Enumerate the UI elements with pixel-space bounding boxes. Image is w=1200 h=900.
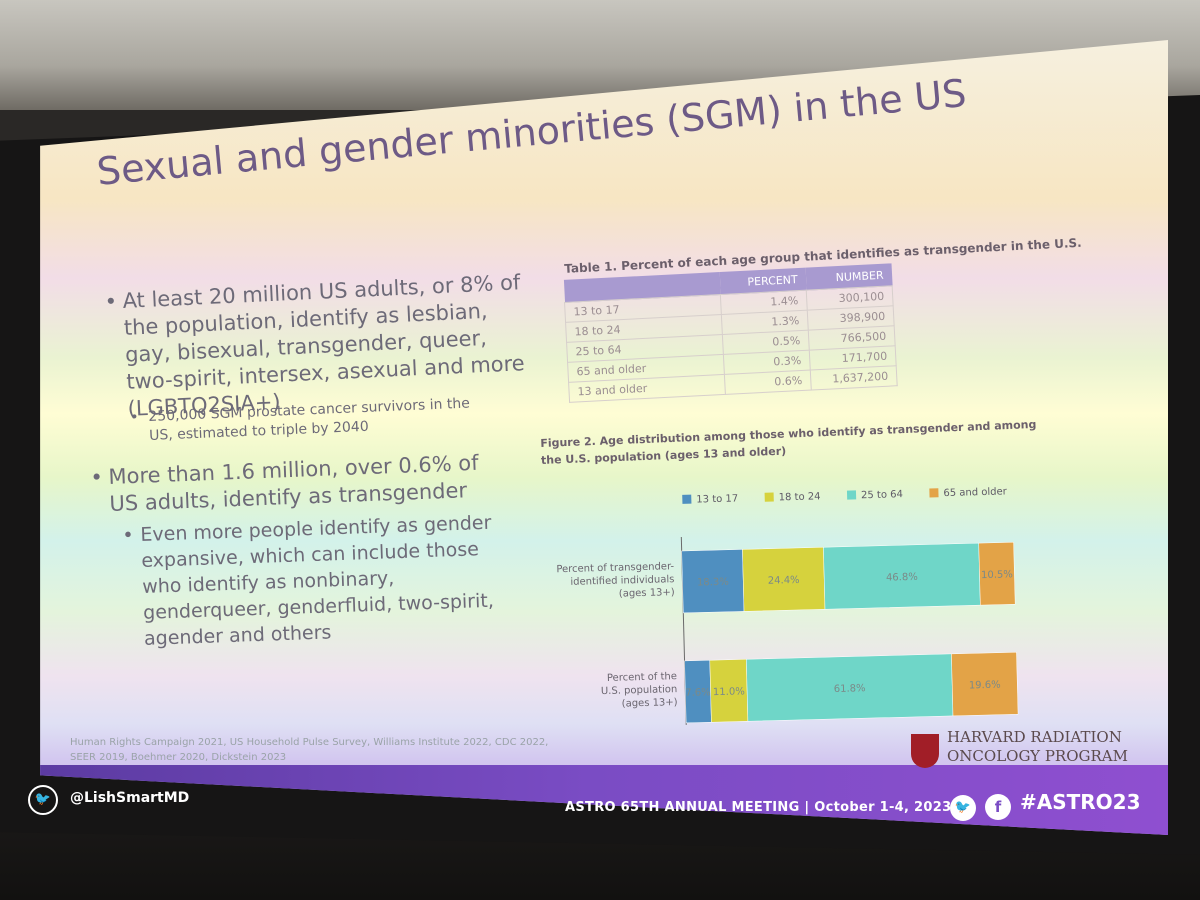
- bullet-2-sub-text: Even more people identify as gender expa…: [140, 511, 495, 650]
- logo-line-2: ONCOLOGY PROGRAM: [947, 747, 1128, 765]
- legend-swatch: [682, 494, 692, 504]
- bullet-dot: •: [90, 465, 104, 490]
- category-label: Percent of the: [607, 671, 677, 684]
- sub-bullet-dot: •: [130, 409, 139, 426]
- stacked-bar-chart: 13 to 17 18 to 24 25 to 64 65 and older Perc…: [556, 486, 1019, 725]
- bar-value-label: 18.3%: [697, 577, 729, 589]
- category-label: identified individuals: [570, 574, 674, 588]
- bullet-dot: •: [104, 289, 118, 314]
- category-label: (ages 13+): [619, 587, 675, 599]
- bar-value-label: 19.6%: [969, 680, 1001, 692]
- table-cell: 0.6%: [724, 370, 812, 395]
- harvard-shield-icon: [911, 734, 939, 768]
- table-1: Table 1. Percent of each age group that …: [562, 236, 1088, 403]
- bar-value-label: 11.0%: [713, 686, 745, 698]
- sub-bullet-dot: •: [122, 524, 135, 547]
- table-cell: 1,637,200: [810, 365, 898, 391]
- legend-label: 18 to 24: [779, 491, 821, 503]
- legend-label: 25 to 64: [861, 489, 903, 501]
- bar-segment: [978, 542, 1016, 606]
- meeting-info: ASTRO 65TH ANNUAL MEETING | October 1-4,…: [565, 800, 952, 815]
- hashtag: #ASTRO23: [1020, 790, 1141, 814]
- bullet-2-sub: • Even more people identify as gender ex…: [122, 509, 524, 652]
- harvard-logo-text: HARVARD RADIATION ONCOLOGY PROGRAM: [947, 728, 1128, 766]
- transgender-age-table: PERCENT NUMBER 13 to 17 1.4% 300,100 18 …: [563, 263, 898, 403]
- bar-value-label: 10.5%: [981, 569, 1013, 581]
- references: Human Rights Campaign 2021, US Household…: [70, 737, 549, 763]
- legend-swatch: [846, 490, 857, 500]
- bar-value-label: 7.6%: [685, 687, 711, 699]
- logo-line-1: HARVARD RADIATION: [947, 728, 1122, 746]
- bar-value-label: 61.8%: [834, 683, 866, 695]
- bar-value-label: 24.4%: [768, 575, 800, 587]
- legend-label: 13 to 17: [696, 493, 738, 505]
- category-label: U.S. population: [601, 684, 678, 697]
- twitter-icon: 🐦: [950, 795, 976, 821]
- category-label: (ages 13+): [622, 697, 678, 709]
- bar-value-label: 46.8%: [886, 572, 918, 584]
- legend-swatch: [929, 488, 939, 498]
- twitter-icon: 🐦: [28, 785, 58, 815]
- bar-segment: [951, 651, 1019, 717]
- twitter-handle: @LishSmartMD: [70, 790, 190, 806]
- legend-label: 65 and older: [943, 486, 1008, 499]
- facebook-icon: f: [985, 794, 1011, 820]
- category-label: Percent of transgender-: [556, 561, 674, 575]
- legend-swatch: [764, 492, 774, 502]
